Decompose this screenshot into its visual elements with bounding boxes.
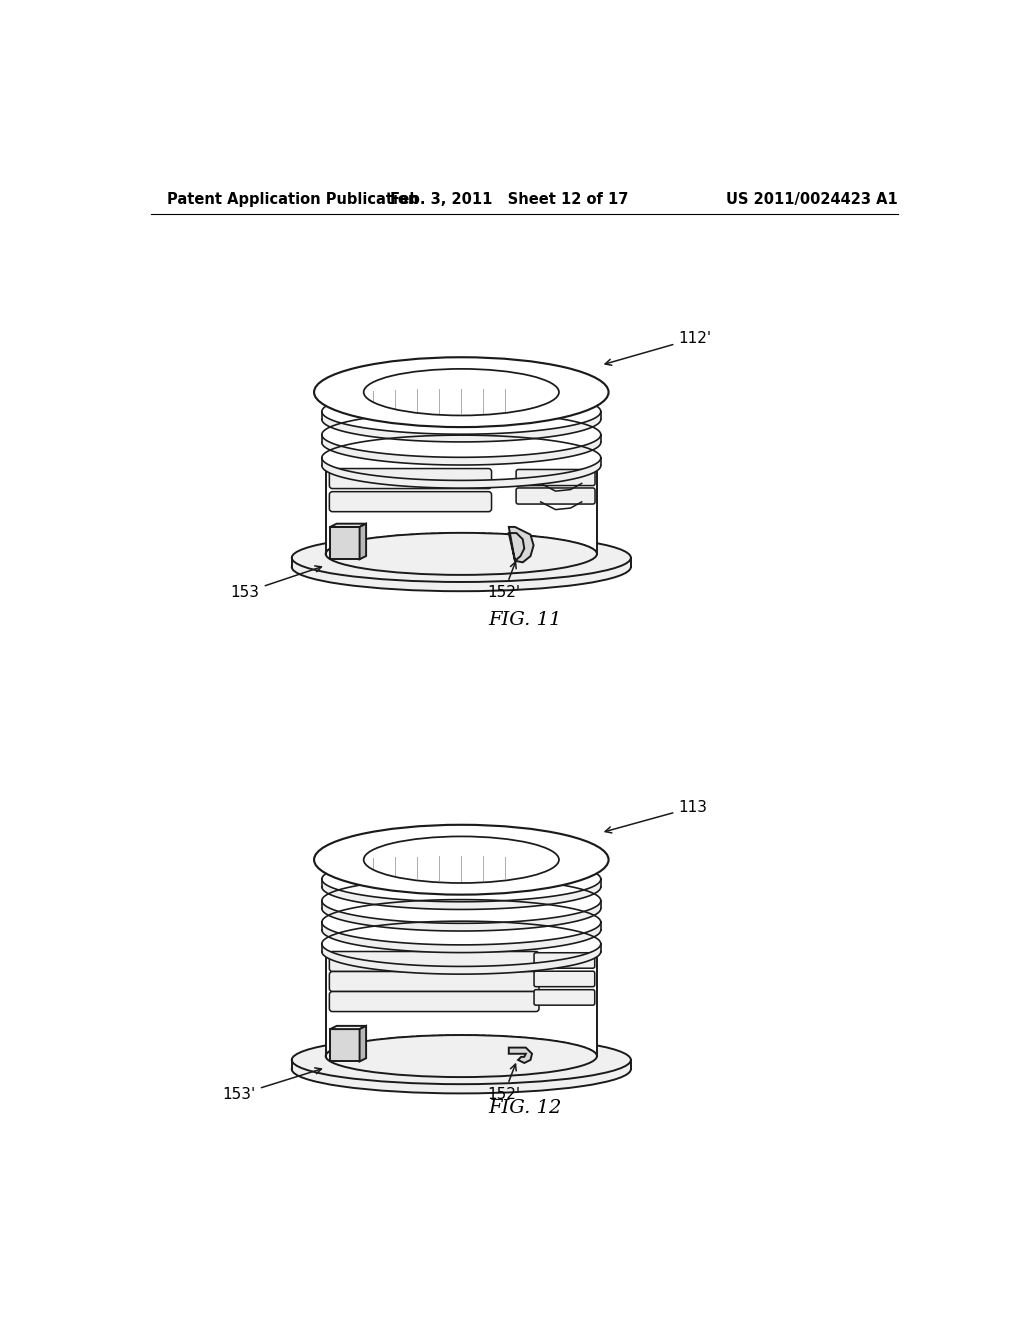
Polygon shape <box>292 558 631 568</box>
Polygon shape <box>322 879 601 909</box>
Ellipse shape <box>292 1036 631 1084</box>
Text: 112': 112' <box>605 331 712 366</box>
Polygon shape <box>509 1048 532 1063</box>
Ellipse shape <box>364 837 559 883</box>
Text: 153: 153 <box>230 566 322 599</box>
Polygon shape <box>359 524 367 560</box>
Ellipse shape <box>292 543 631 591</box>
Polygon shape <box>330 524 367 527</box>
Polygon shape <box>326 952 597 1056</box>
FancyBboxPatch shape <box>535 953 595 968</box>
Ellipse shape <box>314 825 608 895</box>
Ellipse shape <box>314 358 608 428</box>
FancyBboxPatch shape <box>516 488 595 504</box>
Ellipse shape <box>364 368 559 416</box>
Polygon shape <box>509 527 534 562</box>
Polygon shape <box>330 1026 367 1030</box>
Ellipse shape <box>326 1035 597 1077</box>
Ellipse shape <box>292 1045 631 1093</box>
FancyBboxPatch shape <box>330 469 492 488</box>
Polygon shape <box>330 1030 359 1061</box>
Polygon shape <box>330 527 359 560</box>
Polygon shape <box>292 1060 631 1069</box>
Text: Patent Application Publication: Patent Application Publication <box>167 191 418 206</box>
FancyBboxPatch shape <box>330 491 492 512</box>
Text: 153': 153' <box>222 1068 322 1102</box>
FancyBboxPatch shape <box>330 972 539 991</box>
Text: US 2011/0024423 A1: US 2011/0024423 A1 <box>726 191 898 206</box>
Text: 152': 152' <box>487 1064 520 1102</box>
Polygon shape <box>322 944 601 974</box>
Polygon shape <box>322 923 601 953</box>
FancyBboxPatch shape <box>535 972 595 986</box>
Polygon shape <box>359 1026 367 1061</box>
Text: FIG. 11: FIG. 11 <box>488 611 561 628</box>
Text: 113: 113 <box>605 800 708 833</box>
Polygon shape <box>322 412 601 442</box>
Polygon shape <box>322 434 601 465</box>
Ellipse shape <box>326 533 597 576</box>
Text: FIG. 12: FIG. 12 <box>488 1098 561 1117</box>
Polygon shape <box>322 458 601 488</box>
Polygon shape <box>326 466 597 554</box>
FancyBboxPatch shape <box>330 952 539 972</box>
FancyBboxPatch shape <box>330 991 539 1011</box>
FancyBboxPatch shape <box>516 470 595 486</box>
FancyBboxPatch shape <box>535 990 595 1005</box>
Ellipse shape <box>292 533 631 582</box>
Text: Feb. 3, 2011   Sheet 12 of 17: Feb. 3, 2011 Sheet 12 of 17 <box>390 191 628 206</box>
Polygon shape <box>322 900 601 931</box>
Text: 152': 152' <box>487 562 520 599</box>
